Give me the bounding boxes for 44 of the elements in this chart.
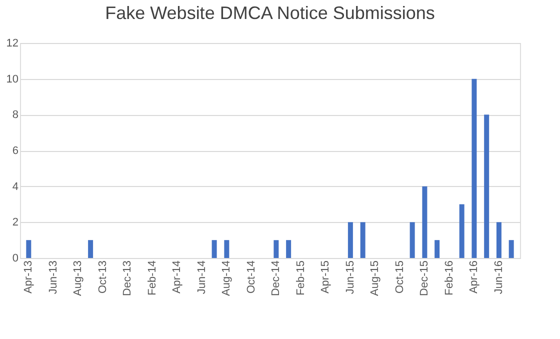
x-tick-label: Jun-13	[47, 260, 60, 294]
x-tick-label: Oct-15	[394, 260, 406, 294]
bar	[224, 240, 230, 258]
x-tick-label: Apr-14	[171, 260, 184, 294]
y-tick-label: 4	[12, 180, 18, 193]
x-tick-label: Aug-14	[220, 260, 233, 296]
x-tick-label: Oct-14	[245, 260, 258, 294]
x-tick-label: Dec-13	[122, 260, 134, 296]
x-tick-label: Jun-16	[492, 260, 505, 294]
x-tick-label: Aug-15	[369, 260, 382, 296]
bar	[459, 204, 464, 258]
y-tick-label: 0	[12, 252, 18, 264]
bar	[496, 222, 502, 258]
y-tick-label: 6	[12, 145, 18, 157]
bar	[88, 240, 94, 258]
x-tick-label: Apr-13	[22, 260, 35, 294]
bar	[348, 222, 353, 258]
bar	[422, 186, 428, 258]
y-tick-label: 12	[6, 38, 18, 50]
x-tick-label: Feb-15	[294, 260, 307, 296]
bar	[26, 240, 32, 258]
chart-title: Fake Website DMCA Notice Submissions	[105, 3, 435, 23]
x-tick-label: Apr-16	[468, 260, 480, 294]
x-tick-label: Jun-14	[196, 260, 208, 294]
x-tick-label: Apr-15	[320, 260, 332, 294]
bar	[434, 240, 440, 258]
bar	[286, 240, 292, 258]
x-tick-label: Dec-14	[270, 260, 282, 296]
x-tick-label: Oct-13	[96, 260, 109, 294]
bar	[472, 78, 477, 258]
bar	[508, 240, 514, 258]
x-tick-label: Aug-13	[72, 260, 84, 296]
bar	[274, 240, 279, 258]
bar	[360, 222, 366, 258]
bar	[212, 240, 217, 258]
y-tick-label: 2	[12, 216, 18, 229]
bar	[484, 114, 490, 258]
x-tick-label: Feb-14	[146, 260, 158, 296]
y-tick-label: 10	[6, 73, 18, 86]
x-tick-label: Jun-15	[344, 260, 356, 294]
bar	[410, 222, 415, 258]
x-tick-label: Feb-16	[443, 260, 456, 296]
x-tick-label: Dec-15	[418, 260, 431, 296]
y-tick-label: 8	[12, 109, 18, 122]
